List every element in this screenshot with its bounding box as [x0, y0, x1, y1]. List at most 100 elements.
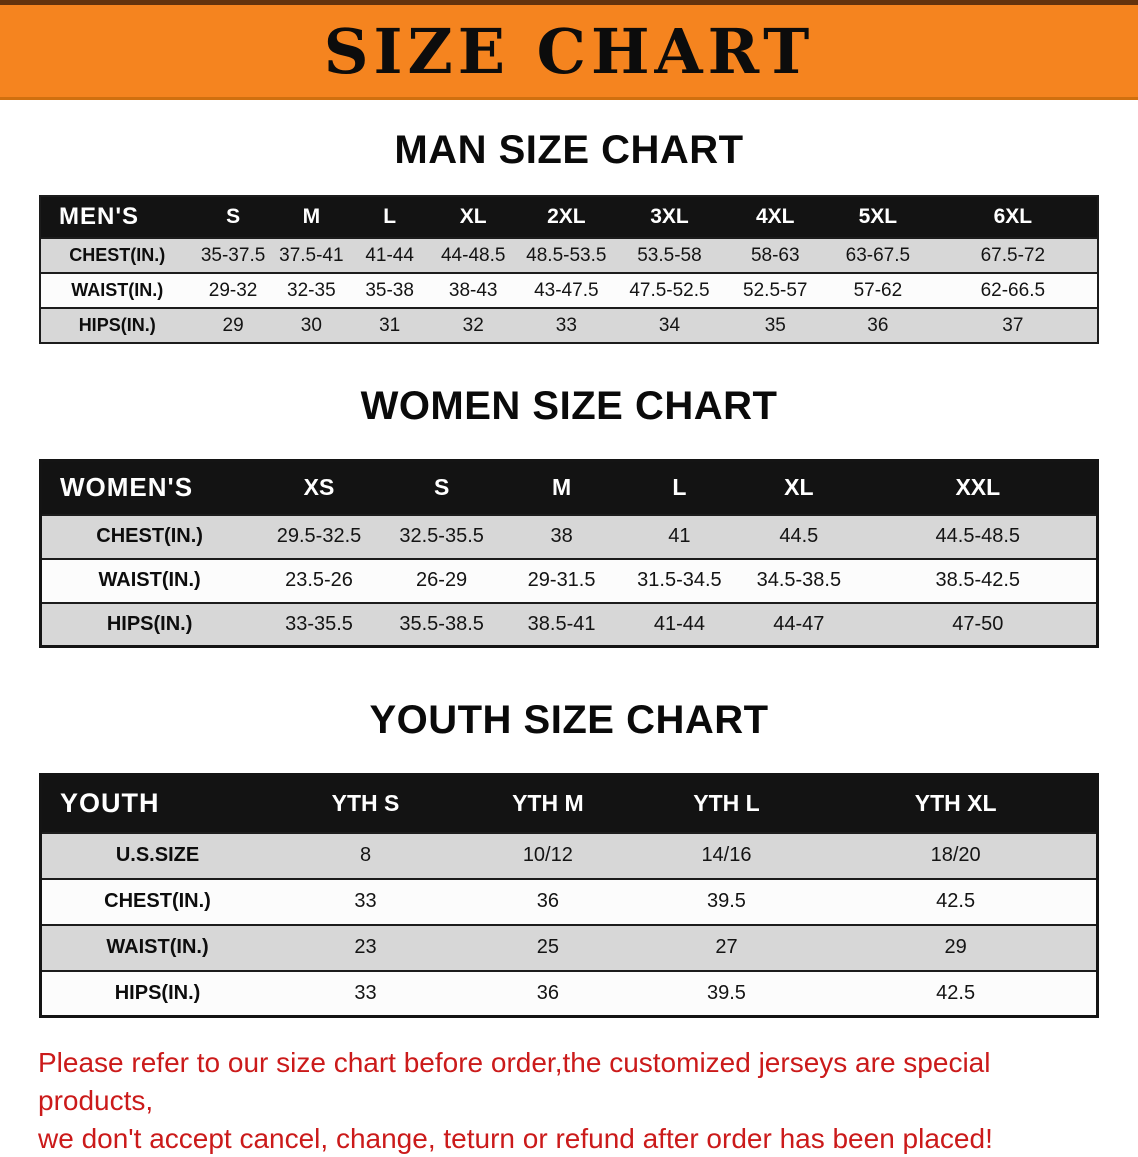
- size-value: 32-35: [287, 279, 336, 301]
- size-value: 41-44: [365, 244, 414, 266]
- size-value: 37.5-41: [279, 244, 344, 266]
- size-value: 52.5-57: [743, 279, 808, 301]
- size-value: 34: [658, 314, 681, 336]
- size-value: 8: [359, 844, 372, 866]
- size-column-header: YTH L: [693, 790, 760, 817]
- size-column-header: 4XL: [756, 205, 795, 228]
- size-value: 29.5-32.5: [276, 525, 362, 547]
- table-row: CHEST(IN.) 35-37.5 37.5-41 41-44 44-48.5 48.5…: [40, 238, 1098, 273]
- size-value: 26-29: [416, 569, 468, 591]
- size-value: 33: [354, 890, 377, 912]
- size-value: 30: [300, 314, 322, 336]
- size-value: 53.5-58: [637, 244, 702, 266]
- size-value: 35: [764, 314, 786, 336]
- size-value: 36: [536, 890, 559, 912]
- size-value: 33: [555, 314, 577, 336]
- size-value: 35.5-38.5: [399, 612, 484, 635]
- size-value: 39.5: [707, 890, 746, 912]
- row-label: HIPS(IN.): [114, 981, 201, 1004]
- women-size-section: WOMEN SIZE CHART WOMEN'S XS S M L XL XXL CHEST…: [0, 384, 1138, 648]
- size-value: 31: [379, 314, 401, 336]
- size-column-header: 3XL: [650, 205, 689, 228]
- size-value: 29-32: [208, 279, 258, 301]
- row-label: CHEST(IN.): [69, 245, 166, 265]
- size-value: 29-31.5: [527, 569, 596, 591]
- table-header-row: MEN'S S M L XL 2XL 3XL 4XL 5XL 6XL: [40, 196, 1098, 238]
- women-section-heading: WOMEN SIZE CHART: [360, 384, 778, 428]
- table-row: HIPS(IN.) 29 30 31 32 33 34 35 36 37: [40, 308, 1098, 343]
- row-label: HIPS(IN.): [78, 315, 156, 335]
- size-column-header: YTH S: [331, 790, 400, 817]
- size-value: 44-48.5: [440, 244, 506, 266]
- table-row: WAIST(IN.) 29-32 32-35 35-38 38-43 43-47.5 47.…: [40, 273, 1098, 308]
- table-row: CHEST(IN.) 33 36 39.5 42.5: [40, 878, 1098, 925]
- size-value: 48.5-53.5: [526, 244, 607, 266]
- youth-section-heading: YOUTH SIZE CHART: [369, 698, 769, 742]
- size-value: 42.5: [936, 890, 976, 912]
- table-row: WAIST(IN.) 23 25 27 29: [40, 924, 1098, 971]
- row-label: WAIST(IN.): [71, 280, 164, 300]
- row-label: CHEST(IN.): [96, 525, 203, 547]
- size-value: 38.5-41: [527, 612, 596, 635]
- row-label: WAIST(IN.): [106, 936, 209, 958]
- size-value: 44-47: [773, 612, 825, 635]
- size-value: 36: [536, 981, 559, 1004]
- men-size-section: MAN SIZE CHART MEN'S S M L XL 2XL 3XL 4XL 5XL 6XL…: [0, 128, 1138, 344]
- men-section-heading: MAN SIZE CHART: [394, 128, 744, 172]
- size-value: 25: [536, 936, 559, 958]
- size-column-header: 2XL: [547, 205, 586, 228]
- banner-title: SIZE CHART: [323, 14, 815, 88]
- table-corner-label: WOMEN'S: [60, 472, 194, 503]
- size-value: 14/16: [701, 844, 752, 866]
- table-row: HIPS(IN.) 33-35.5 35.5-38.5 38.5-41 41-44 44-…: [40, 602, 1098, 647]
- size-value: 37: [1002, 314, 1024, 336]
- size-value: 39.5: [707, 981, 746, 1004]
- row-label: CHEST(IN.): [104, 890, 211, 912]
- size-value: 29: [222, 314, 244, 336]
- size-value: 63-67.5: [845, 244, 911, 266]
- table-row: CHEST(IN.) 29.5-32.5 32.5-35.5 38 41 44.5 44.5…: [40, 514, 1098, 559]
- table-corner-label: MEN'S: [59, 203, 140, 230]
- size-value: 23.5-26: [285, 569, 353, 591]
- size-value: 44.5-48.5: [935, 525, 1021, 547]
- size-column-header: XXL: [955, 474, 1001, 501]
- table-header-row: WOMEN'S XS S M L XL XXL: [40, 460, 1098, 515]
- table-row: U.S.SIZE 8 10/12 14/16 18/20: [40, 832, 1098, 879]
- size-value: 23: [354, 936, 377, 958]
- men-size-table: MEN'S S M L XL 2XL 3XL 4XL 5XL 6XL CHEST(IN.) 35-3…: [39, 195, 1099, 344]
- size-column-header: L: [672, 474, 687, 501]
- youth-size-section: YOUTH SIZE CHART YOUTH YTH S YTH M YTH L YTH…: [0, 698, 1138, 1018]
- size-column-header: L: [383, 205, 397, 228]
- table-row: WAIST(IN.) 23.5-26 26-29 29-31.5 31.5-34.5 34…: [40, 558, 1098, 603]
- size-chart-banner: SIZE CHART: [0, 0, 1138, 100]
- size-value: 33-35.5: [285, 612, 353, 635]
- size-column-header: XS: [303, 474, 335, 501]
- size-value: 27: [715, 936, 738, 958]
- size-value: 35-38: [365, 279, 414, 301]
- table-row: HIPS(IN.) 33 36 39.5 42.5: [40, 970, 1098, 1017]
- size-column-header: 6XL: [993, 205, 1033, 228]
- size-value: 35-37.5: [200, 244, 266, 266]
- row-label: WAIST(IN.): [98, 569, 201, 591]
- size-value: 62-66.5: [980, 279, 1046, 301]
- size-value: 38-43: [448, 279, 498, 301]
- size-column-header: 5XL: [858, 205, 898, 228]
- size-value: 47.5-52.5: [629, 279, 710, 301]
- size-value: 44.5: [779, 525, 819, 547]
- size-value: 38: [550, 525, 573, 547]
- size-column-header: S: [433, 474, 450, 501]
- size-value: 43-47.5: [534, 279, 599, 301]
- size-value: 38.5-42.5: [935, 569, 1021, 591]
- size-value: 10/12: [522, 844, 573, 866]
- size-column-header: XL: [784, 474, 814, 501]
- disclaimer-line-1: Please refer to our size chart before or…: [38, 1047, 991, 1116]
- size-value: 42.5: [936, 981, 976, 1004]
- size-column-header: YTH M: [512, 790, 584, 817]
- size-value: 29: [944, 936, 967, 958]
- row-label: HIPS(IN.): [106, 612, 193, 635]
- women-size-table: WOMEN'S XS S M L XL XXL CHEST(IN.) 29.5-32.5 32.…: [39, 459, 1099, 648]
- disclaimer: Please refer to our size chart before or…: [38, 1044, 1100, 1157]
- size-column-header: YTH XL: [914, 790, 997, 817]
- size-column-header: M: [551, 474, 572, 501]
- table-corner-label: YOUTH: [60, 788, 160, 819]
